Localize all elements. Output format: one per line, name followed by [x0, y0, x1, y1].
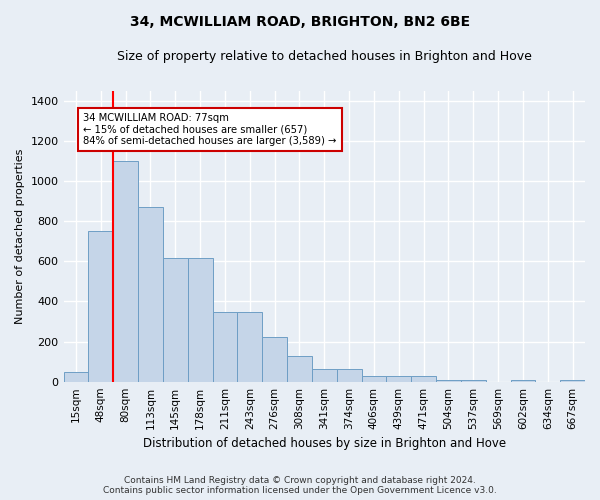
Text: Contains HM Land Registry data © Crown copyright and database right 2024.
Contai: Contains HM Land Registry data © Crown c…: [103, 476, 497, 495]
Bar: [411, 376, 436, 382]
Bar: [287, 356, 312, 382]
Bar: [362, 376, 386, 382]
Bar: [88, 231, 113, 382]
Text: 34 MCWILLIAM ROAD: 77sqm
← 15% of detached houses are smaller (657)
84% of semi-: 34 MCWILLIAM ROAD: 77sqm ← 15% of detach…: [83, 112, 337, 146]
Bar: [113, 161, 138, 382]
Y-axis label: Number of detached properties: Number of detached properties: [15, 148, 25, 324]
Bar: [212, 312, 238, 382]
Text: 34, MCWILLIAM ROAD, BRIGHTON, BN2 6BE: 34, MCWILLIAM ROAD, BRIGHTON, BN2 6BE: [130, 15, 470, 29]
Bar: [461, 380, 485, 382]
Bar: [337, 368, 362, 382]
Bar: [138, 207, 163, 382]
Bar: [312, 368, 337, 382]
Bar: [560, 380, 585, 382]
X-axis label: Distribution of detached houses by size in Brighton and Hove: Distribution of detached houses by size …: [143, 437, 506, 450]
Bar: [262, 336, 287, 382]
Bar: [64, 372, 88, 382]
Bar: [436, 380, 461, 382]
Bar: [238, 312, 262, 382]
Bar: [188, 258, 212, 382]
Bar: [163, 258, 188, 382]
Title: Size of property relative to detached houses in Brighton and Hove: Size of property relative to detached ho…: [117, 50, 532, 63]
Bar: [386, 376, 411, 382]
Bar: [511, 380, 535, 382]
